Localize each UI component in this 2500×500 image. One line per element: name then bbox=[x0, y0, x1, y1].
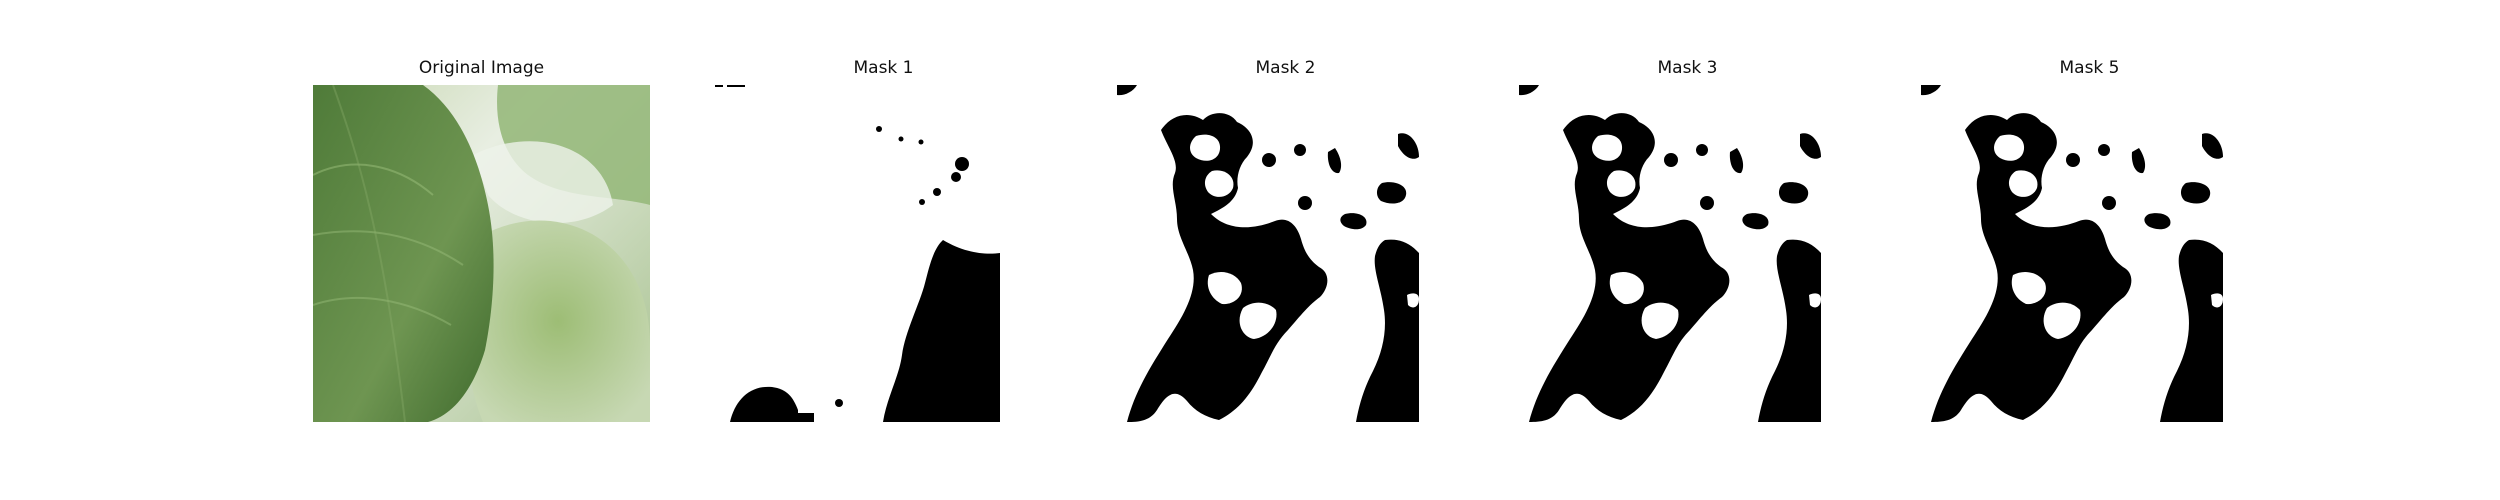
panel-title-mask-2: Mask 2 bbox=[1255, 58, 1316, 78]
leaf-photo-icon bbox=[313, 85, 650, 422]
mask-2-icon bbox=[1117, 85, 1454, 422]
mask-1-panel bbox=[715, 85, 1052, 422]
original-image-panel bbox=[313, 85, 650, 422]
mask-5-icon bbox=[1921, 85, 2258, 422]
mask-1-icon bbox=[715, 85, 1052, 422]
mask-3-icon bbox=[1519, 85, 1856, 422]
mask-5-panel bbox=[1921, 85, 2258, 422]
mask-3-panel bbox=[1519, 85, 1856, 422]
panel-title-mask-3: Mask 3 bbox=[1657, 58, 1718, 78]
panel-title-original: Original Image bbox=[418, 58, 545, 78]
panel-title-mask-5: Mask 5 bbox=[2059, 58, 2120, 78]
panel-title-mask-1: Mask 1 bbox=[853, 58, 914, 78]
mask-2-panel bbox=[1117, 85, 1454, 422]
